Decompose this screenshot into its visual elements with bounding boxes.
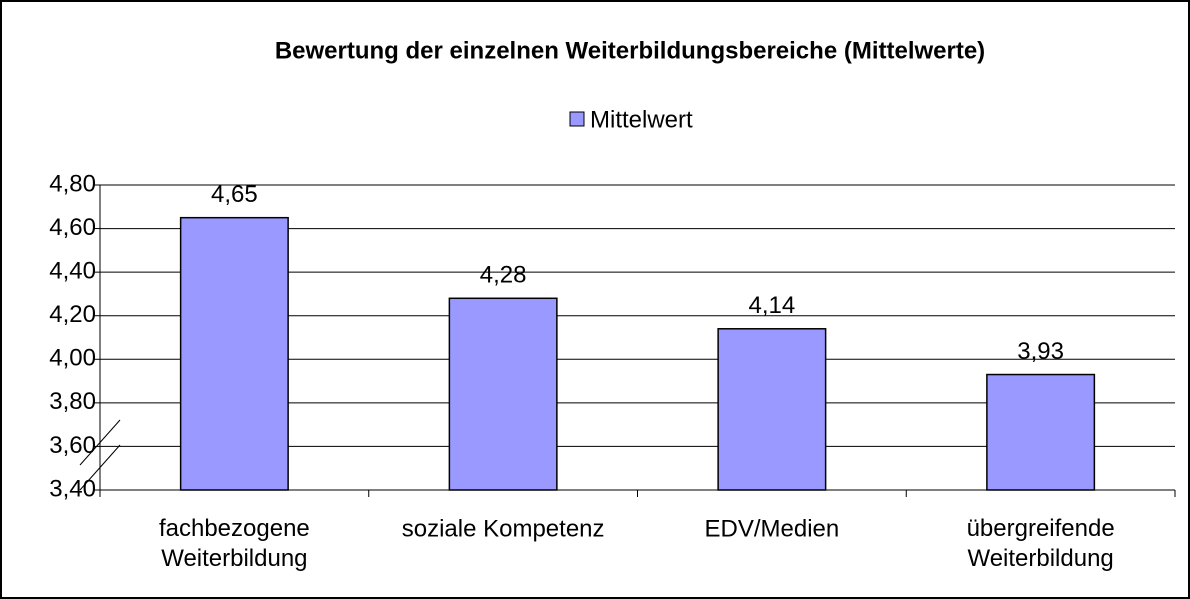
bar — [986, 373, 1096, 491]
y-tick-label: 3,40 — [49, 475, 96, 502]
axis-break — [79, 419, 121, 466]
data-label: 3,93 — [1017, 338, 1064, 365]
legend-swatch — [569, 111, 585, 127]
bar — [717, 328, 827, 491]
x-tick-label: EDV/Medien — [705, 515, 840, 542]
bar — [179, 216, 289, 491]
legend-label: Mittelwert — [590, 106, 693, 133]
data-label: 4,14 — [749, 292, 796, 319]
axis-break — [79, 444, 121, 491]
y-tick-label: 3,80 — [49, 388, 96, 415]
chart-title: Bewertung der einzelnen Weiterbildungsbe… — [275, 37, 985, 64]
data-label: 4,28 — [480, 262, 527, 289]
y-tick-label: 3,60 — [49, 432, 96, 459]
y-tick-label: 4,80 — [49, 170, 96, 197]
y-tick-label: 4,20 — [49, 301, 96, 328]
y-tick-label: 4,40 — [49, 257, 96, 284]
bar — [448, 297, 558, 491]
x-tick-label: fachbezogene Weiterbildung — [159, 515, 310, 572]
x-tick-label: übergreifende Weiterbildung — [967, 515, 1115, 572]
data-label: 4,65 — [211, 181, 258, 208]
y-tick-label: 4,60 — [49, 214, 96, 241]
x-tick-label: soziale Kompetenz — [402, 515, 605, 542]
y-tick-label: 4,00 — [49, 345, 96, 372]
